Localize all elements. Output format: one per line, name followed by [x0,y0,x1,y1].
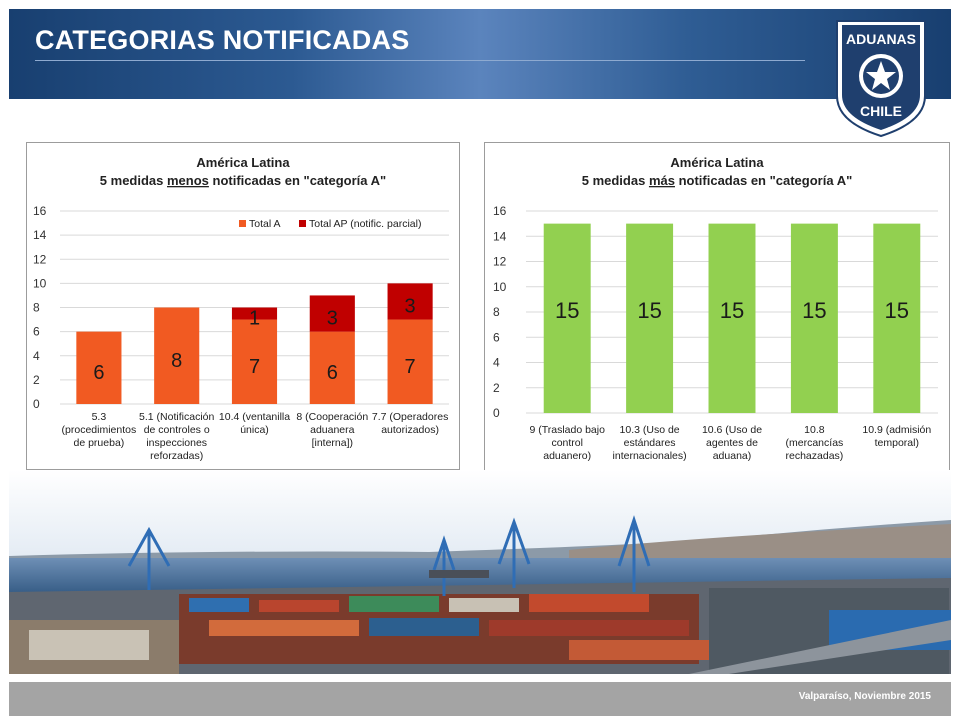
y-tick-label: 12 [493,255,507,269]
category-label: autorizados) [381,424,439,436]
chart-right-svg: América Latina 5 medidas más notificadas … [493,155,938,462]
y-tick-label: 8 [493,305,500,319]
chart-subtitle-emphasis: más [649,173,675,188]
category-label: 8 (Cooperación [296,411,368,423]
data-label: 6 [327,362,338,384]
category-label: inspecciones [146,437,207,449]
y-tick-label: 14 [493,229,507,243]
data-label: 15 [637,298,661,323]
chart-subtitle: 5 medidas menos notificadas en "categorí… [100,173,386,188]
bar-segment [543,223,591,413]
y-tick-label: 4 [33,349,40,363]
legend-label: Total A [249,218,281,230]
category-label: aduanero) [543,450,591,462]
y-tick-label: 16 [33,204,47,218]
legend-label: Total AP (notific. parcial) [309,218,421,230]
category-label: 9 (Traslado bajo [529,424,605,436]
bar-segment [231,307,278,320]
category-label: 7.7 (Operadores [372,411,448,423]
category-label: 10.8 [804,424,825,436]
y-tick-label: 0 [493,406,500,420]
data-label: 15 [802,298,826,323]
chart-title: América Latina [670,155,764,170]
category-label: 10.6 (Uso de [702,424,762,436]
data-label: 3 [405,295,416,317]
bar-segment [873,223,921,413]
category-label: 10.4 (ventanilla [219,411,290,423]
category-label: rechazadas) [786,450,844,462]
chart-subtitle-part: notificadas en "categoría A" [675,173,852,188]
bar-segment [708,223,756,413]
bar-segment [626,223,674,413]
y-tick-label: 14 [33,228,47,242]
footer-bar: Valparaíso, Noviembre 2015 [9,682,951,716]
y-tick-label: 6 [493,330,500,344]
chart-subtitle: 5 medidas más notificadas en "categoría … [582,173,853,188]
chart-left-svg: América Latina 5 medidas menos notificada… [33,155,449,462]
chart-title: América Latina [196,155,290,170]
category-label: de controles o [144,424,210,436]
y-tick-label: 16 [493,204,507,218]
y-tick-label: 2 [33,373,40,387]
data-label: 6 [93,362,104,384]
category-label: [interna]) [312,437,353,449]
data-label: 15 [720,298,744,323]
category-label: (procedimientos [62,424,137,436]
y-tick-label: 2 [493,381,500,395]
bar-segment [76,331,122,404]
category-label: única) [240,424,269,436]
y-tick-label: 0 [33,397,40,411]
aduanas-chile-shield-icon: ADUANAS CHILE [836,20,926,138]
logo-text-top: ADUANAS [846,31,916,47]
y-tick-label: 10 [493,280,507,294]
data-label: 3 [327,308,338,330]
page-title: CATEGORIAS NOTIFICADAS [35,25,410,55]
chart-mas-notificadas: América Latina 5 medidas más notificadas … [484,142,950,474]
chart-subtitle-part: 5 medidas [100,173,167,188]
chart-subtitle-part: 5 medidas [582,173,649,188]
header-banner: CATEGORIAS NOTIFICADAS [9,9,951,99]
category-label: 5.1 (Notificación [139,411,214,423]
chart-subtitle-emphasis: menos [167,173,209,188]
category-label: (mercancías [786,437,844,449]
bar-segment [309,331,355,404]
y-tick-label: 8 [33,301,40,315]
bar-segment [387,319,433,404]
bar-segment [790,223,838,413]
chart-subtitle-part: notificadas en "categoría A" [209,173,386,188]
port-valparaiso-photo [9,470,951,674]
category-label: 5.3 [92,411,107,423]
chart-menos-notificadas: América Latina 5 medidas menos notificada… [26,142,460,470]
title-underline [35,60,805,61]
category-label: aduanera [310,424,355,436]
y-tick-label: 12 [33,252,47,266]
bar-segment [154,307,200,404]
category-label: temporal) [875,437,919,449]
category-label: estándares [624,437,676,449]
y-tick-label: 10 [33,276,47,290]
data-label: 7 [405,356,416,378]
footer-location-date: Valparaíso, Noviembre 2015 [798,691,931,702]
data-label: 15 [555,298,579,323]
data-label: 8 [171,350,182,372]
category-label: aduana) [713,450,752,462]
legend-swatch [239,220,246,227]
bar-segment [231,319,278,404]
y-tick-label: 4 [493,356,500,370]
bar-segment [387,283,433,320]
category-label: reforzadas) [150,450,203,462]
logo-text-bottom: CHILE [860,103,902,119]
category-label: 10.9 (admisión [862,424,931,436]
data-label: 1 [249,308,260,330]
bar-segment [309,295,355,332]
y-tick-label: 6 [33,325,40,339]
data-label: 7 [249,356,260,378]
category-label: internacionales) [613,450,687,462]
legend-swatch [299,220,306,227]
data-label: 15 [885,298,909,323]
category-label: 10.3 (Uso de [620,424,680,436]
category-label: de prueba) [74,437,125,449]
category-label: agentes de [706,437,758,449]
category-label: control [551,437,583,449]
